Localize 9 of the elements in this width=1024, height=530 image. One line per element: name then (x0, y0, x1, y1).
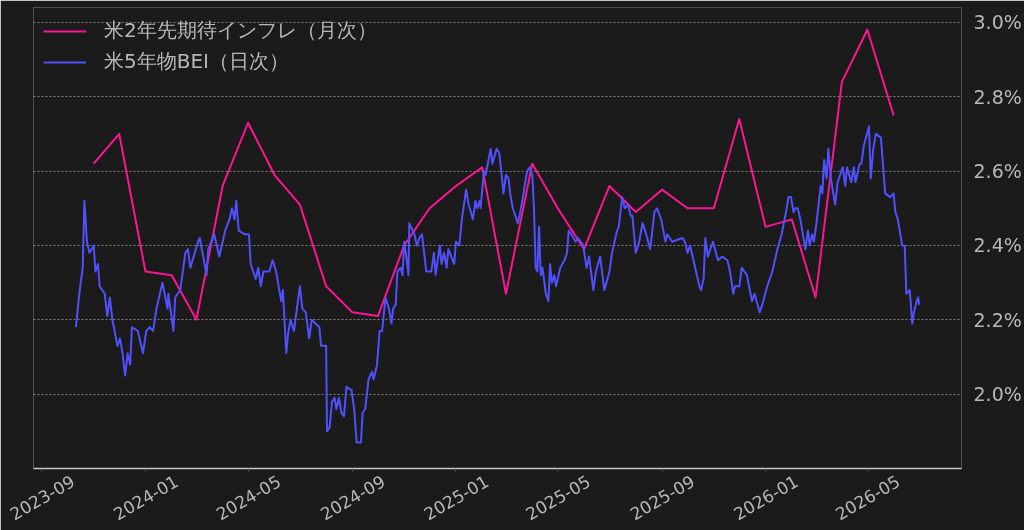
legend-label: 米2年先期待インフレ（月次） (104, 17, 377, 44)
y-tick-label: 2.4% (973, 234, 1022, 257)
legend-label: 米5年物BEI（日次） (104, 48, 289, 75)
y-tick-label: 3.0% (973, 11, 1022, 34)
line-series (74, 125, 921, 444)
y-tick-label: 2.8% (973, 85, 1022, 108)
y-tick-label: 2.6% (973, 160, 1022, 183)
y-tick-label: 2.0% (973, 383, 1022, 406)
y-tick-label: 2.2% (973, 308, 1022, 331)
